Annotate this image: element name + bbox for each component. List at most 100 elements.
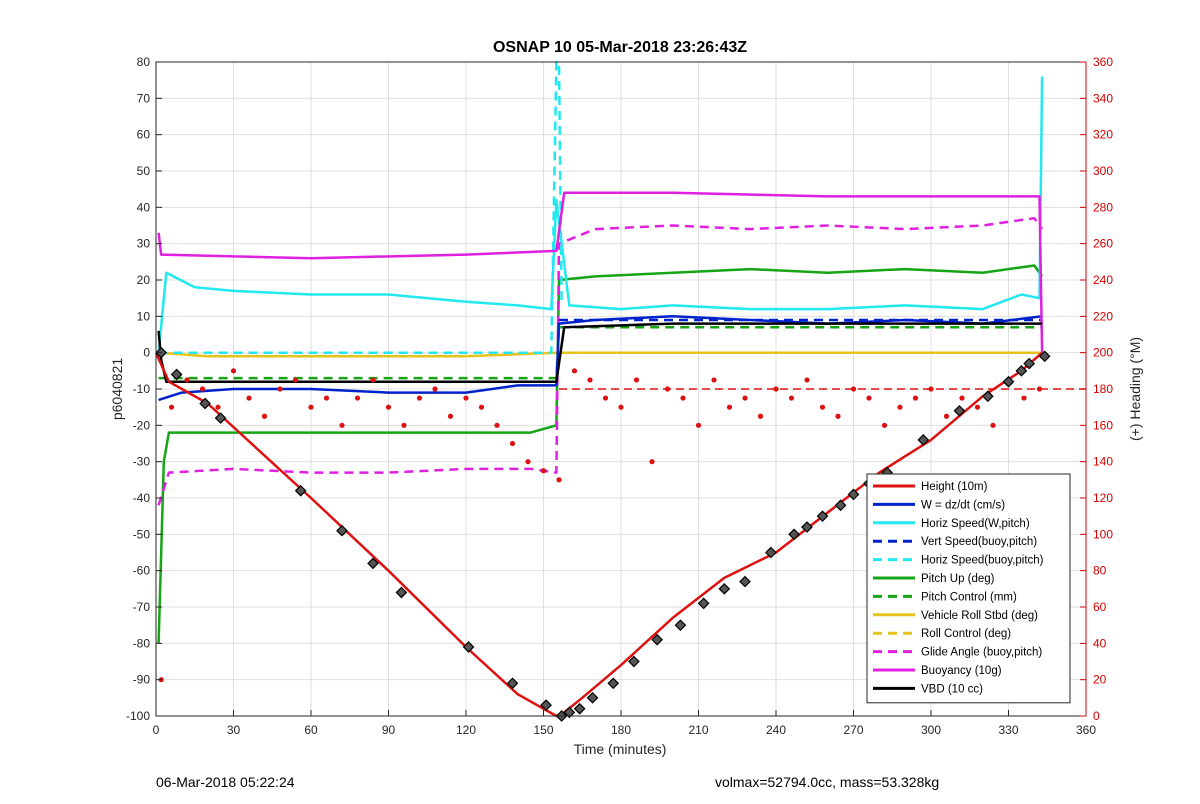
right-tick-label: 280 [1093, 200, 1113, 214]
vbd-marker [697, 597, 710, 610]
vbd-marker [816, 510, 829, 523]
vbd-marker [917, 434, 930, 446]
heading-dot [649, 459, 655, 465]
heading-dot [928, 386, 934, 392]
vbd-marker [834, 499, 847, 512]
y-tick-label: -50 [133, 527, 151, 541]
legend-box [866, 473, 1071, 704]
right-tick-label: 0 [1093, 709, 1100, 723]
heading-dot [711, 377, 717, 383]
heading-dot [261, 413, 268, 419]
vbd-marker [718, 582, 731, 595]
vbd-marker [170, 368, 183, 381]
heading-dot [277, 386, 283, 392]
heading-dot [230, 368, 237, 374]
heading-dot [959, 395, 965, 401]
heading-dot [757, 413, 764, 419]
vbd-marker [336, 524, 348, 537]
heading-dot [633, 377, 640, 383]
heading-dot [215, 404, 221, 410]
heading-dot [881, 422, 888, 428]
right-tick-label: 300 [1093, 164, 1113, 178]
vbd-marker [739, 575, 751, 588]
chart-title: OSNAP 10 05-Mar-2018 23:26:43Z [493, 39, 747, 56]
right-tick-label: 140 [1093, 455, 1113, 469]
legend: Height (10m) W = dz/dt (cm/s) Horiz Speed(… [866, 473, 1071, 704]
vbd-marker [764, 546, 777, 559]
heading-dot [990, 422, 996, 428]
right-axis-label: (+) Heading (°M) [1127, 337, 1143, 441]
heading-dot [401, 422, 407, 428]
heading-dot [292, 377, 299, 383]
heading-dot [943, 413, 950, 419]
y-tick-label: -10 [133, 382, 151, 396]
vbd-marker [847, 488, 860, 501]
heading-dot [1036, 386, 1043, 392]
heading-dot [618, 404, 624, 410]
heading-dot [742, 395, 748, 401]
heading-dot [354, 395, 361, 401]
x-tick-label: 240 [766, 723, 786, 737]
y-tick-label: -80 [133, 636, 151, 650]
legend-entry: W = dz/dt (cm/s) [921, 499, 1005, 511]
heading-dot [323, 395, 330, 401]
heading-dot [912, 395, 919, 401]
heading-dot [664, 386, 671, 392]
legend-entry: VBD (10 cc) [921, 683, 983, 695]
y-tick-label: 50 [137, 164, 151, 178]
series-line-9 [157, 216, 1044, 506]
legend-entry: Glide Angle (buoy,pitch) [921, 647, 1042, 659]
vbd-marker [462, 641, 475, 653]
right-tick-label: 200 [1093, 346, 1113, 360]
right-tick-label: 360 [1093, 55, 1113, 69]
heading-dot [866, 395, 872, 401]
heading-dot [168, 404, 175, 410]
legend-entry: Roll Control (deg) [921, 628, 1011, 640]
vbd-marker [607, 677, 620, 690]
x-tick-label: 270 [843, 723, 863, 737]
heading-dot [602, 395, 609, 401]
y-tick-label: 30 [137, 237, 151, 251]
right-tick-label: 60 [1093, 600, 1107, 614]
heading-dot [199, 386, 206, 392]
heading-dot [695, 422, 702, 428]
heading-dot [819, 404, 826, 410]
y-tick-label: -30 [133, 455, 151, 469]
legend-entry: Pitch Up (deg) [921, 573, 995, 585]
y-tick-label: -60 [133, 564, 151, 578]
vbd-markers [155, 346, 1051, 722]
heading-dot [680, 395, 686, 401]
right-tick-label: 240 [1093, 273, 1113, 287]
vbd-marker [628, 655, 640, 668]
y-tick-label: 10 [137, 309, 151, 323]
heading-dot [525, 459, 531, 465]
vbd-marker [586, 691, 599, 704]
y-tick-label: -90 [133, 673, 151, 687]
series-line-2 [157, 76, 1044, 353]
series-layer [154, 60, 1044, 718]
heading-dot [509, 440, 516, 447]
heading-dot [974, 404, 981, 410]
x-tick-label: 180 [611, 723, 631, 737]
x-tick-label: 90 [382, 723, 396, 737]
right-tick-label: 20 [1093, 673, 1107, 687]
vbd-marker [788, 528, 800, 541]
x-tick-label: 300 [921, 723, 941, 737]
heading-dot [463, 395, 469, 401]
vbd-marker [1002, 375, 1015, 388]
heading-dot [432, 386, 438, 392]
y-tick-label: 20 [137, 273, 151, 287]
vbd-marker [801, 521, 813, 533]
legend-entry: Buoyancy (10g) [921, 665, 1002, 677]
heading-dot [339, 422, 345, 428]
y-tick-label: -100 [126, 709, 150, 723]
series-line-10 [157, 191, 1044, 353]
y-tick-label: -40 [133, 491, 151, 505]
heading-dot [897, 404, 903, 410]
heading-dot [447, 413, 454, 419]
x-axis-label: Time (minutes) [574, 741, 667, 757]
y-axis-label: p6040821 [109, 358, 125, 421]
vbd-marker [294, 484, 307, 497]
legend-entry: Horiz Speed(buoy,pitch) [921, 555, 1044, 567]
legend-entry: Pitch Control (mm) [921, 591, 1017, 603]
